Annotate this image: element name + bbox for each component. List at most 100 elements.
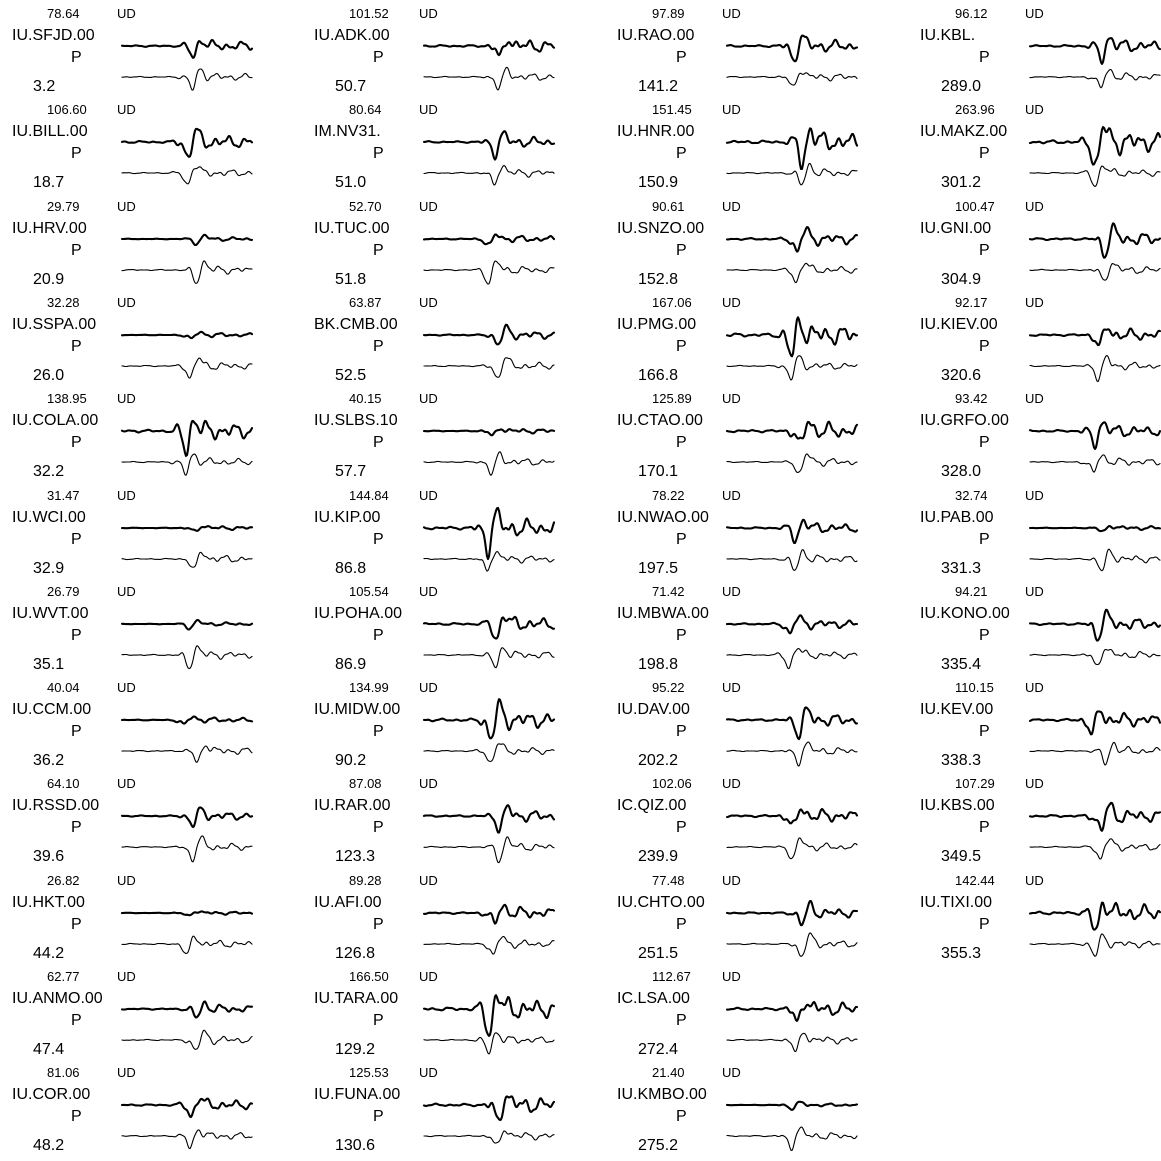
station-panel: 166.50 UD IU.TARA.00 P 129.2 [302, 969, 592, 1065]
observed-waveform [120, 1000, 254, 1019]
amplitude-label: 151.45 [652, 102, 692, 118]
station-panel: 125.53 UD IU.FUNA.00 P 130.6 [302, 1065, 592, 1161]
synthetic-waveform [726, 72, 858, 86]
component-label: UD [722, 969, 741, 984]
station-panel: 31.47 UD IU.WCI.00 P 32.9 [0, 488, 290, 584]
synthetic-waveform [423, 357, 555, 378]
station-panel: 138.95 UD IU.COLA.00 P 32.2 [0, 391, 290, 487]
waveform-plot [120, 910, 254, 954]
synthetic-waveform [726, 647, 858, 669]
amplitude-label: 90.61 [652, 198, 685, 214]
azimuth-label: 36.2 [33, 752, 65, 770]
observed-waveform [120, 524, 254, 532]
phase-label: P [71, 819, 82, 837]
phase-label: P [676, 241, 687, 259]
phase-label: P [979, 241, 990, 259]
amplitude-label: 97.89 [652, 6, 685, 21]
amplitude-label: 21.40 [652, 1065, 685, 1081]
synthetic-waveform [423, 646, 555, 669]
azimuth-label: 289.0 [941, 78, 982, 95]
azimuth-label: 130.6 [335, 1137, 376, 1155]
station-name: IU.HNR.00 [617, 123, 695, 141]
phase-label: P [373, 1108, 384, 1126]
waveform-plot [422, 130, 556, 186]
observed-waveform [422, 1095, 556, 1122]
amplitude-label: 89.28 [349, 872, 382, 888]
phase-label: P [676, 337, 687, 355]
station-name: IC.QIZ.00 [617, 797, 687, 815]
phase-label: P [373, 530, 384, 548]
observed-waveform [725, 127, 859, 171]
station-name: IU.SSPA.00 [12, 315, 97, 333]
observed-waveform [120, 806, 254, 829]
synthetic-waveform [423, 935, 555, 955]
azimuth-label: 272.4 [638, 1041, 679, 1058]
amplitude-label: 110.15 [955, 680, 994, 696]
phase-label: P [373, 915, 384, 933]
station-name: IC.LSA.00 [617, 990, 690, 1007]
station-panel: 93.42 UD IU.GRFO.00 P 328.0 [908, 391, 1161, 487]
azimuth-label: 18.7 [33, 174, 65, 192]
component-label: UD [117, 583, 136, 599]
observed-waveform [725, 225, 859, 253]
station-panel: 80.64 UD IM.NV31. P 51.0 [302, 102, 592, 198]
amplitude-label: 112.67 [652, 969, 691, 984]
synthetic-waveform [726, 262, 858, 283]
observed-waveform [1028, 37, 1161, 65]
observed-waveform [120, 715, 254, 725]
waveform-plot [422, 804, 556, 864]
component-label: UD [419, 680, 438, 696]
component-label: UD [722, 198, 741, 214]
waveform-plot [422, 323, 556, 378]
station-name: IU.WCI.00 [12, 508, 86, 526]
component-label: UD [117, 872, 136, 888]
station-name: IU.AFI.00 [314, 893, 382, 911]
waveform-plot [725, 899, 859, 957]
phase-label: P [979, 819, 990, 837]
phase-label: P [71, 626, 82, 644]
phase-label: P [676, 145, 687, 163]
station-name: IU.CTAO.00 [617, 412, 703, 430]
station-panel: 78.64 UD IU.SFJD.00 P 3.2 [0, 6, 290, 102]
azimuth-label: 39.6 [33, 848, 65, 866]
station-panel: 134.99 UD IU.MIDW.00 P 90.2 [302, 680, 592, 776]
amplitude-label: 52.70 [349, 198, 382, 214]
amplitude-label: 102.06 [652, 776, 692, 792]
waveform-plot [120, 38, 254, 91]
azimuth-label: 198.8 [638, 655, 679, 673]
azimuth-label: 335.4 [941, 655, 982, 673]
station-panel: 21.40 UD IU.KMBO.00 P 275.2 [605, 1065, 895, 1161]
station-panel: 110.15 UD IU.KEV.00 P 338.3 [908, 680, 1161, 776]
component-label: UD [419, 776, 438, 792]
phase-label: P [373, 434, 384, 452]
waveform-plot [120, 128, 254, 185]
station-panel: 102.06 UD IC.QIZ.00 P 239.9 [605, 776, 895, 872]
azimuth-label: 50.7 [335, 78, 367, 95]
component-label: UD [1025, 198, 1044, 214]
observed-waveform [1028, 901, 1161, 931]
waveform-plot [725, 420, 859, 474]
waveform-plot [422, 698, 556, 763]
observed-waveform [1028, 710, 1161, 736]
station-panel: 64.10 UD IU.RSSD.00 P 39.6 [0, 776, 290, 872]
azimuth-label: 51.8 [335, 270, 367, 288]
waveform-plot [725, 1000, 859, 1053]
phase-label: P [979, 723, 990, 741]
azimuth-label: 275.2 [638, 1137, 679, 1155]
amplitude-label: 40.04 [47, 680, 80, 696]
component-label: UD [117, 294, 136, 310]
azimuth-label: 26.0 [33, 366, 65, 384]
station-panel: 90.61 UD IU.SNZO.00 P 152.8 [605, 199, 895, 295]
azimuth-label: 86.9 [335, 655, 367, 673]
observed-waveform [1028, 524, 1161, 532]
station-name: IU.KBS.00 [920, 797, 995, 815]
station-panel: 167.06 UD IU.PMG.00 P 166.8 [605, 295, 895, 391]
amplitude-label: 263.96 [955, 102, 995, 118]
waveform-plot [725, 34, 859, 86]
observed-waveform [725, 1101, 859, 1112]
azimuth-label: 251.5 [638, 944, 679, 962]
synthetic-waveform [121, 745, 253, 763]
azimuth-label: 328.0 [941, 463, 982, 481]
synthetic-waveform [726, 548, 858, 571]
component-label: UD [419, 198, 438, 214]
